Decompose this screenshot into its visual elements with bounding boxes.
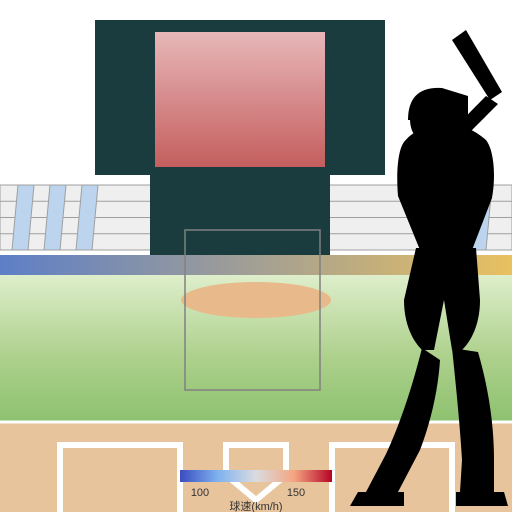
- legend-label: 球速(km/h): [229, 499, 282, 512]
- svg-text:100: 100: [191, 487, 209, 499]
- pitchers-mound: [181, 282, 331, 318]
- svg-text:150: 150: [287, 487, 305, 499]
- pitch-view: 100 150 球速(km/h): [0, 0, 512, 512]
